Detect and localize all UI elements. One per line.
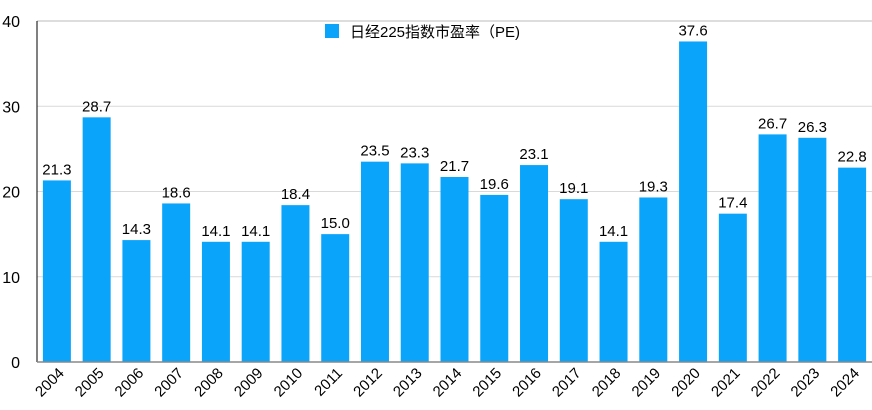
data-label: 14.3 — [122, 221, 151, 238]
x-tick-label: 2021 — [708, 365, 744, 401]
x-tick-label: 2006 — [112, 365, 148, 401]
data-label: 19.6 — [480, 176, 509, 193]
legend-label: 日经225指数市盈率（PE) — [350, 24, 520, 41]
bar-2005 — [82, 117, 111, 363]
bar-2004 — [42, 180, 71, 362]
data-label: 14.1 — [201, 223, 230, 240]
bar-2013 — [400, 163, 429, 362]
y-tick-label: 10 — [2, 270, 20, 287]
x-tick-label: 2013 — [390, 365, 426, 401]
bar-2017 — [559, 199, 588, 362]
y-tick-label: 40 — [2, 14, 20, 31]
data-label: 22.8 — [838, 149, 867, 166]
x-tick-label: 2017 — [549, 365, 585, 401]
data-label: 14.1 — [241, 223, 270, 240]
bar-2023 — [798, 137, 827, 362]
data-label: 14.1 — [599, 223, 628, 240]
bar-2020 — [679, 41, 708, 363]
bar-2019 — [639, 197, 668, 362]
data-label: 23.1 — [519, 146, 548, 163]
x-tick-label: 2008 — [191, 365, 227, 401]
x-tick-label: 2009 — [231, 365, 267, 401]
bar-2015 — [480, 194, 509, 362]
bar-2024 — [838, 167, 867, 362]
legend-swatch — [325, 24, 339, 38]
y-tick-label: 0 — [11, 355, 20, 372]
bar-2012 — [360, 161, 389, 362]
x-tick-label: 2023 — [788, 365, 824, 401]
bar-2009 — [241, 241, 270, 362]
bar-2018 — [599, 241, 628, 362]
data-label: 37.6 — [678, 22, 707, 39]
x-tick-label: 2014 — [430, 365, 466, 401]
data-label: 26.7 — [758, 115, 787, 132]
x-tick-label: 2012 — [350, 365, 386, 401]
bar-2006 — [122, 240, 151, 362]
bar-2011 — [321, 234, 350, 362]
data-label: 26.3 — [798, 119, 827, 136]
x-tick-label: 2019 — [629, 365, 665, 401]
x-tick-label: 2024 — [827, 365, 863, 401]
bar-2007 — [162, 203, 191, 362]
x-tick-label: 2007 — [151, 365, 187, 401]
x-tick-label: 2004 — [32, 365, 68, 401]
x-tick-label: 2016 — [509, 365, 545, 401]
bar-2016 — [520, 165, 549, 362]
bar-2021 — [718, 213, 747, 362]
bar-2014 — [440, 177, 469, 362]
data-label: 18.4 — [281, 186, 310, 203]
bar-2008 — [201, 241, 230, 362]
data-label: 19.3 — [639, 178, 668, 195]
bar-2022 — [758, 134, 787, 362]
y-tick-label: 20 — [2, 185, 20, 202]
x-tick-label: 2015 — [469, 365, 505, 401]
x-tick-label: 2005 — [72, 365, 108, 401]
x-tick-label: 2011 — [311, 365, 346, 400]
data-label: 21.3 — [42, 161, 71, 178]
x-tick-label: 2022 — [748, 365, 784, 401]
data-label: 17.4 — [718, 195, 747, 212]
x-tick-label: 2018 — [589, 365, 625, 401]
bar-2010 — [281, 205, 310, 362]
data-label: 23.3 — [400, 144, 429, 161]
data-label: 28.7 — [82, 98, 111, 115]
data-label: 23.5 — [360, 143, 389, 160]
x-tick-label: 2010 — [271, 365, 307, 401]
data-label: 18.6 — [162, 184, 191, 201]
data-label: 19.1 — [559, 180, 588, 197]
data-label: 15.0 — [321, 215, 350, 232]
data-label: 21.7 — [440, 158, 469, 175]
x-tick-label: 2020 — [668, 365, 704, 401]
y-tick-label: 30 — [2, 99, 20, 116]
